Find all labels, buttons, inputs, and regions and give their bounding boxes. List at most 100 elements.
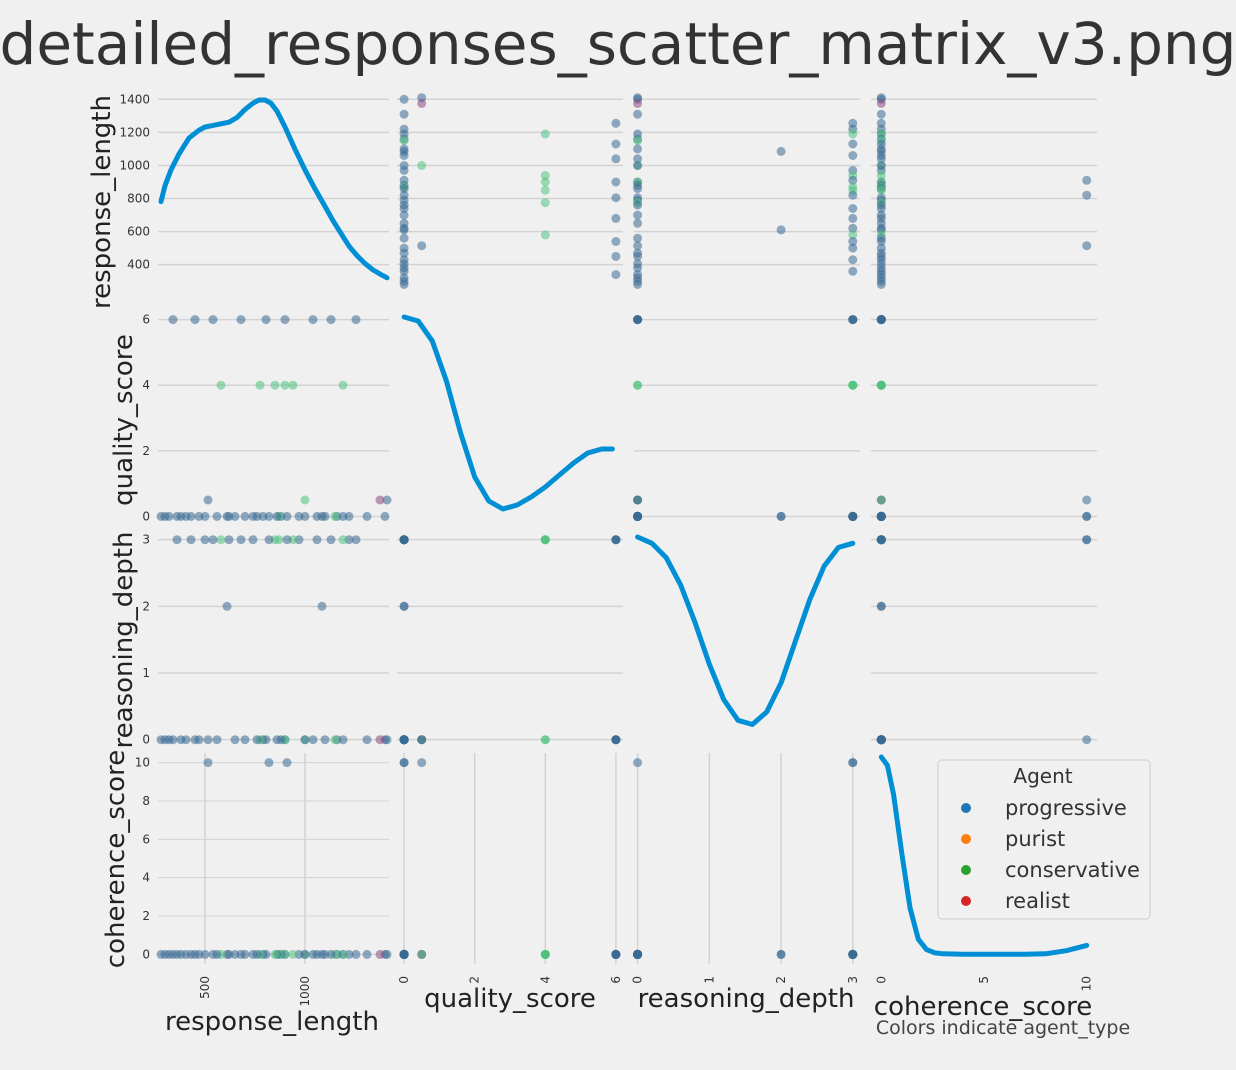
- scatter-point: [848, 151, 858, 160]
- scatter-point: [270, 949, 280, 959]
- y-tick-label: 400: [127, 258, 150, 272]
- scatter-point: [540, 198, 550, 208]
- scatter-point: [312, 511, 322, 521]
- scatter-point: [261, 315, 271, 325]
- grid-layer: [158, 98, 1097, 964]
- scatter-point: [312, 535, 322, 545]
- scatter-point: [633, 233, 643, 243]
- scatter-point: [876, 98, 886, 108]
- scatter-point: [375, 495, 385, 505]
- scatter-point: [633, 511, 643, 521]
- scatter-point: [633, 241, 643, 251]
- scatter-point: [216, 535, 226, 545]
- x-axis-label-coherence-score: coherence_score: [874, 992, 1092, 1022]
- scatter-point: [611, 177, 621, 187]
- x-tick-label: 10: [1080, 976, 1094, 991]
- scatter-point: [848, 511, 858, 521]
- scatter-point: [399, 266, 409, 276]
- scatter-point: [280, 315, 290, 325]
- y-tick-label: 1000: [119, 158, 150, 172]
- scatter-point: [848, 213, 858, 223]
- scatter-point: [417, 949, 427, 959]
- scatter-point: [848, 129, 858, 139]
- scatter-point: [399, 94, 409, 104]
- scatter-point: [633, 210, 643, 220]
- scatter-point: [330, 511, 340, 521]
- chart-title: detailed_responses_scatter_matrix_v3.png: [0, 10, 1236, 78]
- x-axis-label-reasoning-depth: reasoning_depth: [638, 984, 855, 1014]
- scatter-point: [270, 380, 280, 390]
- scatter-point: [633, 218, 643, 228]
- scatter-point: [308, 315, 318, 325]
- y-tick-label: 2: [142, 599, 150, 613]
- scatter-point: [848, 237, 858, 246]
- scatter-point: [272, 735, 282, 745]
- scatter-point: [212, 735, 222, 745]
- scatter-point: [208, 949, 218, 959]
- kde-curve-reasoning-depth: [635, 534, 856, 727]
- scatter-point: [611, 251, 621, 261]
- scatter-point: [876, 109, 886, 119]
- kde-curve-coherence-score: [878, 754, 1090, 957]
- y-tick-label: 6: [142, 832, 150, 846]
- x-tick-label: 6: [609, 976, 623, 984]
- scatter-point: [222, 601, 232, 611]
- scatter-point: [633, 495, 643, 505]
- scatter-point: [282, 535, 292, 545]
- scatter-point: [876, 185, 886, 195]
- scatter-point: [338, 380, 348, 390]
- y-tick-label: 8: [142, 794, 150, 808]
- scatter-point: [611, 118, 621, 128]
- scatter-point: [633, 263, 643, 273]
- scatter-point: [190, 735, 200, 745]
- scatter-point: [876, 170, 886, 180]
- scatter-point: [848, 175, 858, 185]
- scatter-point: [399, 735, 409, 745]
- scatter-point: [168, 315, 178, 325]
- scatter-point: [848, 315, 858, 325]
- scatter-point: [540, 535, 550, 545]
- x-tick-label: 1: [702, 976, 716, 984]
- y-tick-label: 0: [142, 733, 150, 747]
- scatter-point: [848, 190, 858, 200]
- scatter-point: [156, 511, 166, 521]
- scatter-point: [351, 949, 361, 959]
- scatter-point: [776, 146, 786, 156]
- scatter-point: [399, 280, 409, 289]
- scatter-point: [380, 511, 390, 521]
- y-tick-label: 1200: [119, 125, 150, 139]
- scatter-point: [1082, 241, 1092, 251]
- legend-marker-progressive: [961, 803, 971, 813]
- scatter-point: [776, 511, 786, 521]
- scatter-point: [633, 758, 643, 768]
- scatter-point: [540, 185, 550, 195]
- y-tick-label: 4: [142, 871, 150, 885]
- scatter-point: [382, 949, 392, 959]
- scatter-point: [222, 511, 232, 521]
- scatter-point: [236, 315, 246, 325]
- scatter-point: [399, 136, 409, 146]
- scatter-point: [399, 225, 409, 235]
- scatter-point: [399, 601, 409, 611]
- scatter-point: [399, 758, 409, 768]
- scatter-point: [330, 735, 340, 745]
- scatter-point: [876, 204, 886, 213]
- scatter-point: [876, 280, 886, 289]
- y-axis-label-response-length: response_length: [87, 95, 117, 309]
- x-tick-label: 0: [874, 976, 888, 984]
- scatter-point: [172, 511, 182, 521]
- scatter-point: [208, 535, 218, 545]
- chart-caption: Colors indicate agent_type: [876, 1017, 1130, 1039]
- scatter-point: [633, 98, 643, 108]
- scatter-point: [848, 139, 858, 149]
- kde-layer: [158, 97, 1090, 957]
- scatter-point: [611, 535, 621, 545]
- scatter-point: [540, 129, 550, 139]
- y-tick-label: 0: [142, 509, 150, 523]
- scatter-point: [272, 511, 282, 521]
- scatter-point: [1082, 190, 1092, 200]
- scatter-point: [186, 535, 196, 545]
- x-tick-label: 3: [846, 976, 860, 984]
- x-tick-label: 0: [397, 976, 411, 984]
- scatter-point: [264, 758, 274, 768]
